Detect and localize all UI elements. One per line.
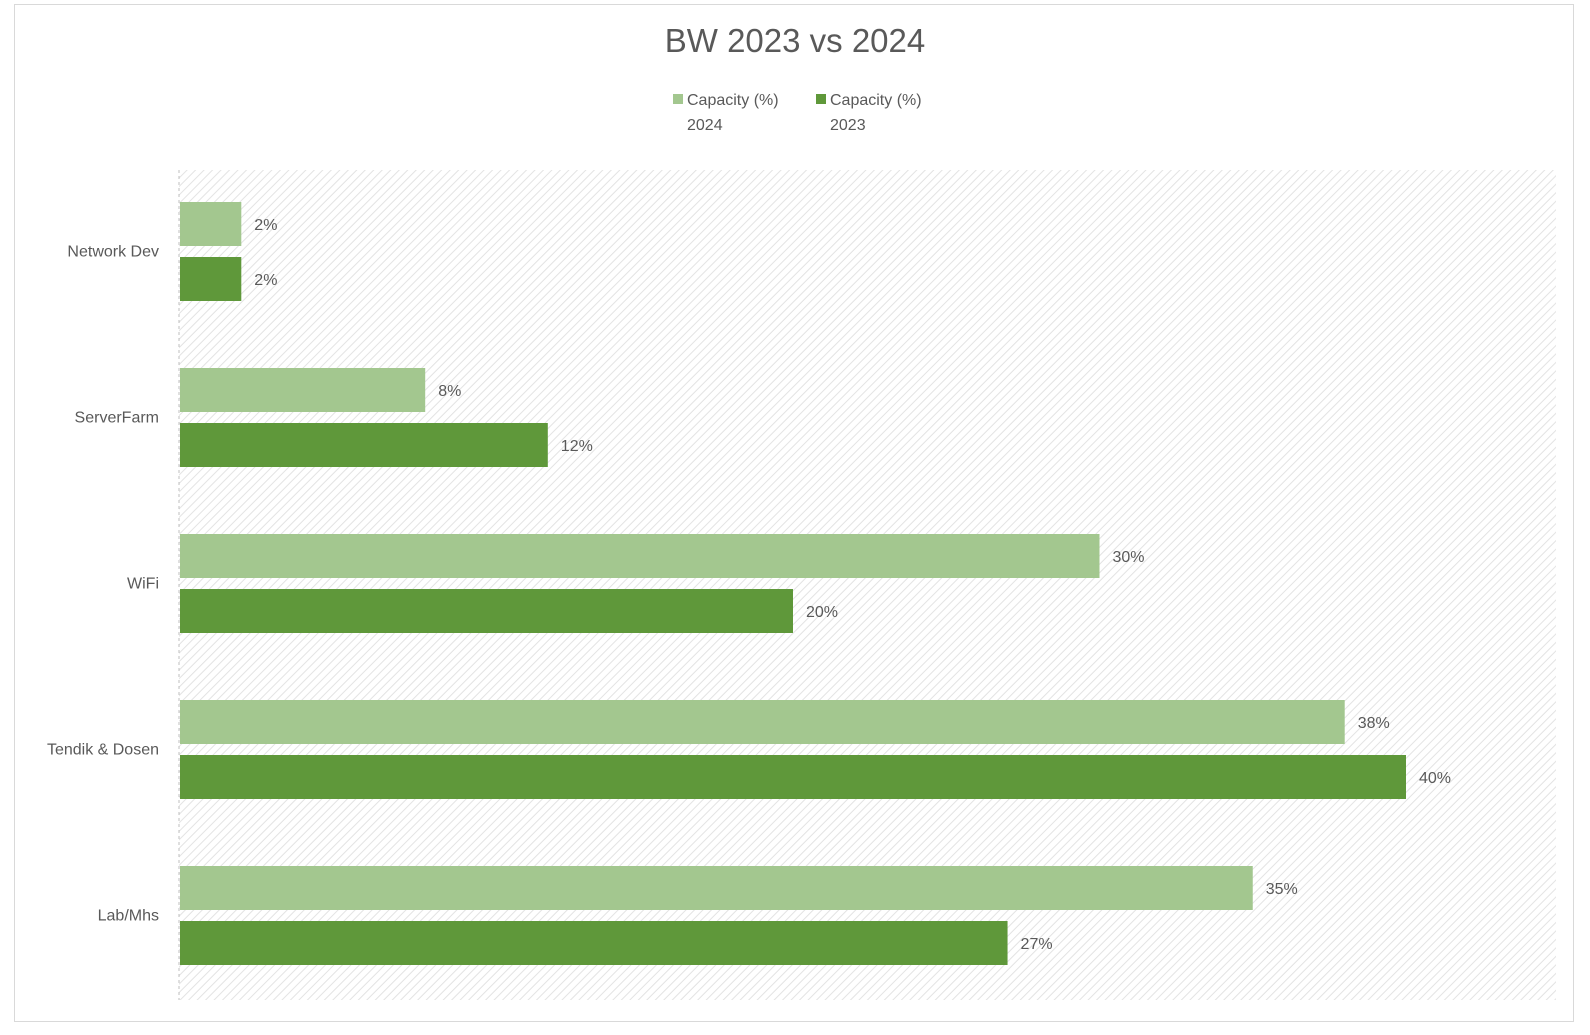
data-label-wifi-series-1: 20% [806,604,838,621]
bar-serverfarm-series-1 [180,423,548,467]
legend-label-2024: Capacity (%) 2024 [687,92,779,134]
legend: Capacity (%) 2024 Capacity (%) 2023 [673,88,935,138]
plot-background [179,170,1556,1000]
data-label-lab-mhs-series-1: 27% [1021,936,1053,953]
bar-wifi-series-1 [180,589,793,633]
data-label-lab-mhs-series-0: 35% [1266,881,1298,898]
category-label-serverfarm: ServerFarm [75,410,159,427]
category-label-wifi: WiFi [127,576,159,593]
bar-network-dev-series-1 [180,257,242,301]
bar-lab-mhs-series-0 [180,866,1253,910]
data-label-network-dev-series-1: 2% [254,272,277,289]
data-label-wifi-series-0: 30% [1113,549,1145,566]
bar-wifi-series-0 [180,534,1100,578]
data-label-tendik-dosen-series-1: 40% [1419,770,1451,787]
data-label-serverfarm-series-0: 8% [438,383,461,400]
bar-lab-mhs-series-1 [180,921,1008,965]
bar-network-dev-series-0 [180,202,242,246]
category-label-tendik-dosen: Tendik & Dosen [47,742,159,759]
bar-tendik-dosen-series-0 [180,700,1345,744]
legend-label-2023: Capacity (%) 2023 [830,92,922,134]
category-label-network-dev: Network Dev [67,244,159,261]
legend-item-2024: Capacity (%) 2024 [673,88,792,138]
bars-group: Network Dev 2% 2% ServerFarm 8% 12% WiFi 30% 20%… [47,202,1451,965]
data-label-network-dev-series-0: 2% [254,217,277,234]
data-label-serverfarm-series-1: 12% [561,438,593,455]
legend-item-2023: Capacity (%) 2023 [816,88,935,138]
bar-tendik-dosen-series-1 [180,755,1406,799]
data-label-tendik-dosen-series-0: 38% [1358,715,1390,732]
legend-swatch-2023 [816,94,826,104]
bar-serverfarm-series-0 [180,368,426,412]
category-label-lab-mhs: Lab/Mhs [98,908,159,925]
legend-swatch-2024 [673,94,683,104]
chart-title: BW 2023 vs 2024 [664,22,926,59]
